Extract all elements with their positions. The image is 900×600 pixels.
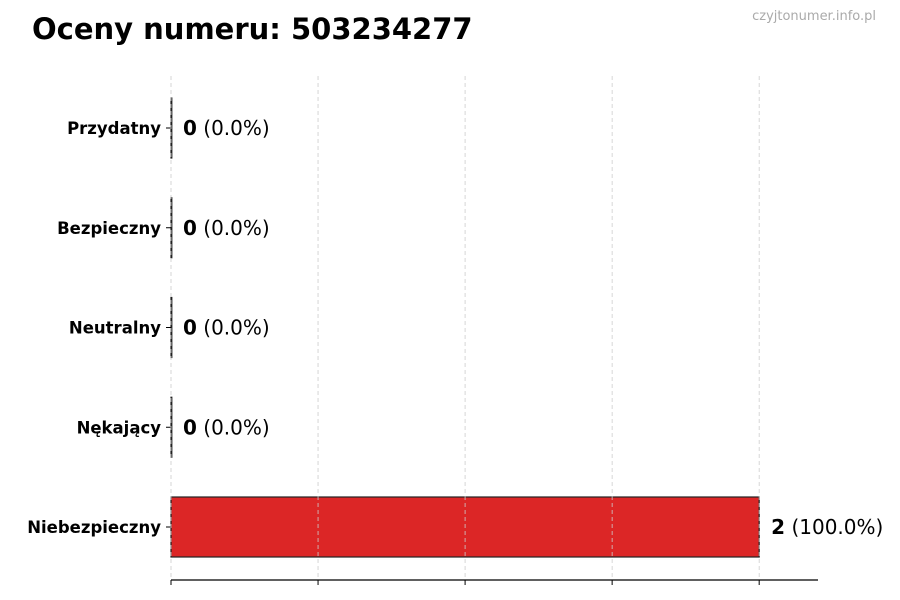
chart-title: Oceny numeru: 503234277 bbox=[32, 12, 473, 46]
bar-2 bbox=[170, 296, 173, 359]
y-tick-label-4: Niebezpieczny bbox=[27, 518, 161, 537]
y-tick-label-0: Przydatny bbox=[67, 119, 161, 138]
data-value-4: 2 bbox=[771, 515, 785, 539]
data-value-2: 0 bbox=[183, 316, 197, 340]
data-value-0: 0 bbox=[183, 116, 197, 140]
data-value-1: 0 bbox=[183, 216, 197, 240]
data-percent-2: (0.0%) bbox=[203, 316, 269, 340]
data-label-4: 2 (100.0%) bbox=[771, 515, 883, 539]
data-value-3: 0 bbox=[183, 415, 197, 439]
bar-1 bbox=[170, 197, 173, 259]
data-label-0: 0 (0.0%) bbox=[183, 116, 270, 140]
y-tick-label-3: Nękający bbox=[77, 418, 162, 437]
data-label-3: 0 (0.0%) bbox=[183, 415, 270, 439]
watermark: czyjtonumer.info.pl bbox=[752, 9, 876, 24]
data-label-1: 0 (0.0%) bbox=[183, 216, 270, 240]
data-label-2: 0 (0.0%) bbox=[183, 316, 270, 340]
y-tick-label-1: Bezpieczny bbox=[57, 219, 161, 238]
data-percent-3: (0.0%) bbox=[203, 415, 269, 439]
y-tick-label-2: Neutralny bbox=[69, 319, 161, 338]
data-percent-0: (0.0%) bbox=[203, 116, 269, 140]
data-percent-1: (0.0%) bbox=[203, 216, 269, 240]
data-percent-4: (100.0%) bbox=[791, 515, 883, 539]
